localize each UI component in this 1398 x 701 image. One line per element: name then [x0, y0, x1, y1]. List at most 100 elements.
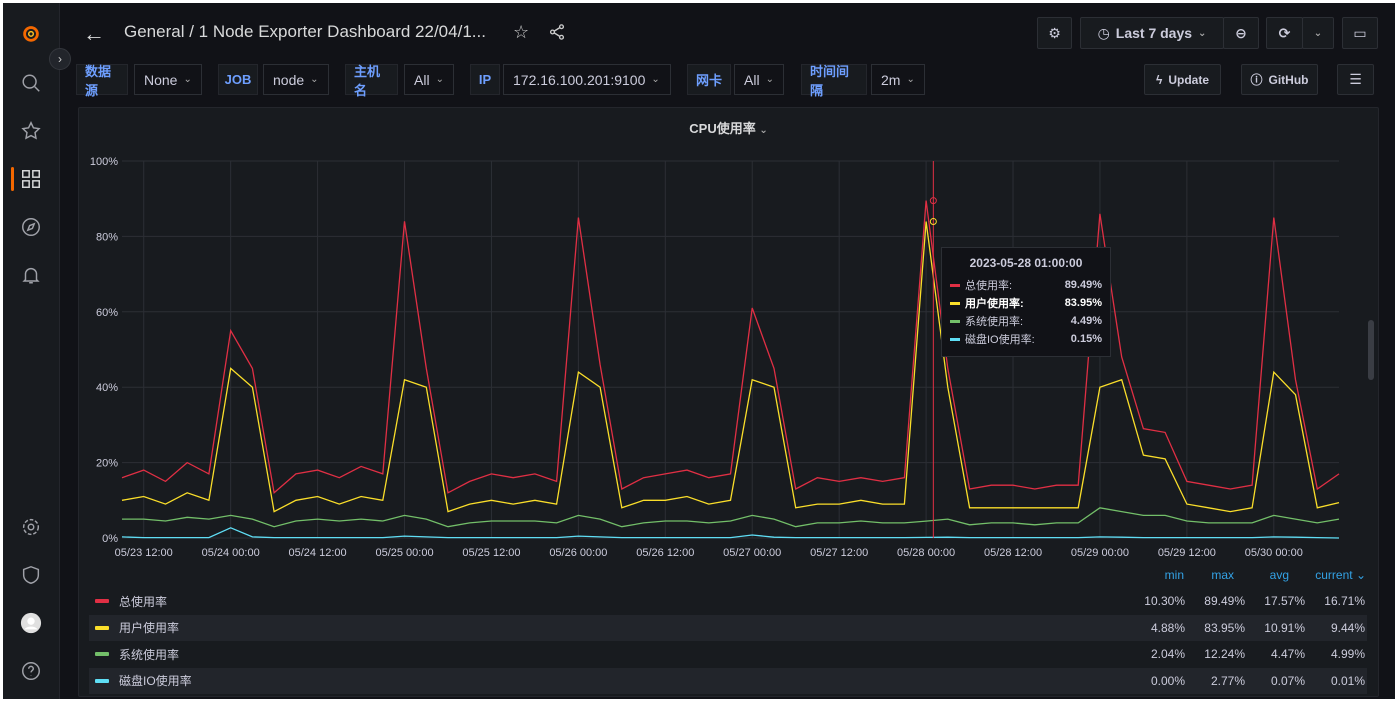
explore-compass-icon[interactable]: [17, 213, 45, 241]
chevron-down-icon: ⌄: [435, 74, 444, 85]
variable-label: IP: [470, 64, 500, 95]
alerting-bell-icon[interactable]: [17, 261, 45, 289]
search-icon[interactable]: [17, 69, 45, 97]
series-line: [121, 221, 1340, 513]
series-color-swatch: [95, 678, 109, 683]
dashboard-settings-button[interactable]: ⚙: [1037, 17, 1072, 49]
chart-tooltip: 2023-05-28 01:00:00 总使用率: 89.49% 用户使用率: 83.…: [941, 247, 1111, 357]
series-color-swatch: [950, 301, 960, 305]
x-tick-label: 05/30 00:00: [1245, 547, 1303, 558]
legend-current-value: 16.71%: [1324, 594, 1365, 608]
cpu-usage-panel: CPU使用率 ⌄ 0% 20% 40% 60% 80% 100% 05/23 12:00 05…: [78, 107, 1379, 697]
scrollbar[interactable]: [1368, 320, 1374, 380]
dashboards-icon[interactable]: [17, 165, 45, 193]
x-tick-label: 05/28 12:00: [984, 547, 1042, 558]
legend-min-value: 0.00%: [1150, 673, 1185, 688]
legend-row[interactable]: 磁盘IO使用率 0.00% 2.77% 0.07% 0.01%: [89, 667, 1367, 694]
series-color-swatch: [950, 337, 960, 341]
x-tick-label: 05/29 12:00: [1158, 547, 1216, 558]
menu-button[interactable]: ☰: [1337, 64, 1374, 95]
y-tick-label: 100%: [90, 156, 118, 168]
variable-ip-select[interactable]: 172.16.100.201:9100 ⌄: [503, 64, 671, 95]
variable-label: 时间间隔: [801, 64, 867, 98]
zoom-out-icon: ⊖: [1235, 24, 1247, 41]
legend-min-value: 2.04%: [1150, 647, 1185, 661]
legend-min-value: 4.88%: [1150, 620, 1185, 635]
series-line: [122, 507, 1340, 528]
variable-hostname-select[interactable]: All ⌄: [404, 64, 454, 95]
x-tick-label: 05/25 00:00: [375, 547, 433, 558]
chevron-down-icon: ⌄: [1355, 568, 1366, 582]
shield-icon[interactable]: [17, 561, 45, 589]
tooltip-row: 用户使用率: 83.95%: [950, 294, 1102, 312]
legend-avg-value: 4.47%: [1270, 647, 1305, 661]
legend-header-current[interactable]: current ⌄: [1315, 568, 1366, 582]
variable-label: JOB: [218, 64, 258, 95]
chevron-down-icon: ⌄: [651, 74, 660, 85]
x-tick-label: 05/27 12:00: [810, 547, 868, 558]
gear-icon[interactable]: [17, 513, 45, 541]
legend-max-value: 89.49%: [1204, 594, 1245, 608]
x-tick-label: 05/23 12:00: [115, 547, 173, 558]
series-color-swatch: [95, 652, 109, 656]
chevron-down-icon: ⌄: [1198, 27, 1207, 39]
legend-max-value: 2.77%: [1210, 673, 1245, 688]
back-arrow-icon[interactable]: ←: [83, 21, 105, 46]
legend-current-value: 4.99%: [1330, 647, 1365, 661]
time-picker-button[interactable]: ◷ Last 7 days ⌄: [1080, 17, 1224, 49]
variable-datasource-select[interactable]: None ⌄: [134, 64, 202, 95]
y-tick-label: 0%: [102, 533, 118, 545]
legend-header-avg[interactable]: avg: [1269, 568, 1289, 582]
update-link-button[interactable]: ϟ Update: [1144, 64, 1221, 95]
variable-label: 数据源: [76, 64, 128, 98]
tooltip-row: 磁盘IO使用率: 0.15%: [950, 330, 1102, 348]
zoom-out-button[interactable]: ⊖: [1223, 17, 1259, 49]
legend-header-max[interactable]: max: [1211, 568, 1234, 582]
panel-title[interactable]: CPU使用率 ⌄: [689, 121, 768, 136]
series-line: [121, 200, 1340, 495]
clock-icon: ◷: [1097, 24, 1110, 41]
github-link-button[interactable]: ⓘ GitHub: [1241, 64, 1318, 95]
refresh-interval-dropdown[interactable]: ⌄: [1302, 17, 1334, 49]
legend-header-min[interactable]: min: [1164, 568, 1184, 582]
variable-nic-select[interactable]: All ⌄: [734, 64, 784, 95]
legend-current-value: 9.44%: [1330, 620, 1365, 635]
x-tick-label: 05/26 00:00: [549, 547, 607, 558]
series-color-swatch: [950, 319, 960, 323]
grafana-logo-icon[interactable]: [17, 19, 45, 47]
dashboard-title[interactable]: General / 1 Node Exporter Dashboard 22/0…: [124, 22, 486, 41]
series-line: [121, 527, 1340, 539]
y-tick-label: 40%: [96, 382, 118, 394]
hamburger-icon: ☰: [1349, 71, 1362, 87]
variable-job-select[interactable]: node ⌄: [263, 64, 329, 95]
legend-row[interactable]: 总使用率 10.30% 89.49% 17.57% 16.71%: [89, 588, 1367, 614]
tooltip-row: 总使用率: 89.49%: [950, 276, 1102, 294]
tv-mode-button[interactable]: ▭: [1342, 17, 1378, 49]
x-tick-label: 05/26 12:00: [636, 547, 694, 558]
hover-point: [929, 197, 937, 205]
legend-row[interactable]: 用户使用率 4.88% 83.95% 10.91% 9.44%: [89, 614, 1367, 641]
sidebar: [3, 3, 60, 699]
x-tick-label: 05/29 00:00: [1071, 547, 1129, 558]
star-icon[interactable]: ☆: [513, 22, 530, 42]
legend-max-value: 12.24%: [1204, 647, 1245, 661]
cpu-chart[interactable]: 0% 20% 40% 60% 80% 100% 05/23 12:00 05/24 00:00…: [79, 108, 1379, 558]
chevron-down-icon: ⌄: [183, 74, 192, 85]
expand-sidebar-button[interactable]: ›: [49, 48, 71, 70]
star-icon[interactable]: [17, 117, 45, 145]
refresh-button[interactable]: ⟳: [1266, 17, 1303, 49]
legend-row[interactable]: 系统使用率 2.04% 12.24% 4.47% 4.99%: [89, 641, 1367, 667]
share-icon[interactable]: [548, 23, 566, 41]
help-icon[interactable]: [17, 657, 45, 685]
y-tick-label: 80%: [96, 231, 118, 243]
variable-interval-select[interactable]: 2m ⌄: [871, 64, 925, 95]
variable-label: 主机名: [345, 64, 398, 98]
hover-point: [929, 218, 937, 226]
avatar[interactable]: [17, 609, 45, 637]
gear-icon: ⚙: [1048, 24, 1061, 41]
tooltip-time: 2023-05-28 01:00:00: [969, 256, 1083, 270]
chevron-down-icon: ⌄: [310, 74, 319, 85]
x-tick-label: 05/28 00:00: [897, 547, 955, 558]
variable-label: 网卡: [687, 64, 731, 95]
active-indicator: [11, 167, 14, 191]
